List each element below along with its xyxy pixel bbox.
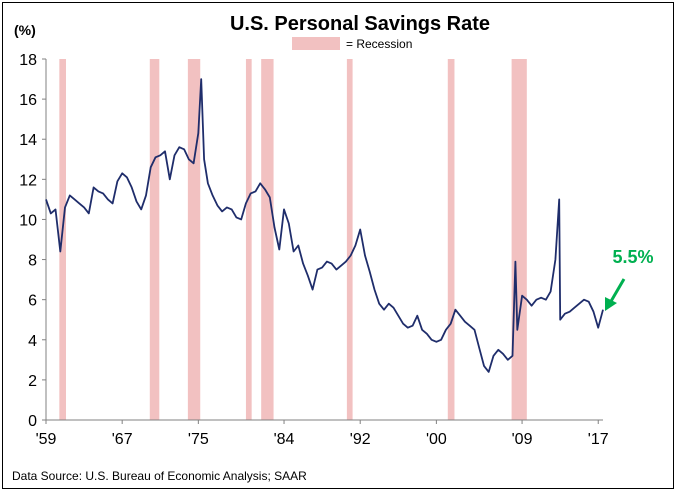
legend-swatch-recession [292, 37, 340, 50]
series-lines [45, 78, 604, 373]
chart-title: U.S. Personal Savings Rate [230, 13, 490, 35]
y-axis-unit: (%) [14, 22, 36, 38]
recession-band-7 [511, 59, 527, 420]
y-tick-label: 12 [19, 172, 37, 189]
x-tick-labels: '59 '67 '75 '84 '92 '00 '09 '17 [36, 420, 609, 448]
recession-band-0 [59, 59, 66, 420]
chart-frame [2, 2, 674, 489]
x-tick-label: '75 [188, 431, 209, 448]
recession-band-2 [187, 59, 201, 420]
recession-bands [59, 59, 527, 420]
y-tick-label: 8 [28, 253, 37, 270]
series-line-0 [45, 78, 604, 373]
y-tick-label: 10 [19, 212, 37, 229]
recession-band-5 [346, 59, 353, 420]
annotation-arrow [605, 278, 626, 311]
y-tick-label: 0 [28, 413, 37, 430]
x-tick-label: '92 [350, 431, 371, 448]
y-tick-label: 2 [28, 373, 37, 390]
data-source-note: Data Source: U.S. Bureau of Economic Ana… [12, 469, 307, 483]
y-tick-label: 16 [19, 92, 37, 109]
x-tick-label: '84 [274, 431, 295, 448]
x-tick-label: '59 [36, 431, 57, 448]
y-tick-label: 6 [28, 293, 37, 310]
y-tick-label: 14 [19, 132, 37, 149]
recession-band-1 [149, 59, 160, 420]
recession-band-6 [447, 59, 455, 420]
x-tick-label: '09 [512, 431, 533, 448]
current-value-annotation: 5.5% [612, 247, 653, 267]
y-tick-label: 4 [28, 333, 37, 350]
y-tick-label: 18 [19, 52, 37, 69]
recession-band-3 [245, 59, 252, 420]
x-tick-label: '00 [426, 431, 447, 448]
axes [45, 59, 603, 421]
x-tick-label: '67 [112, 431, 133, 448]
legend-label-recession: = Recession [346, 37, 412, 51]
x-tick-label: '17 [588, 431, 609, 448]
y-tick-labels: 0 2 4 6 8 10 12 14 16 18 [19, 52, 46, 430]
recession-band-4 [261, 59, 274, 420]
